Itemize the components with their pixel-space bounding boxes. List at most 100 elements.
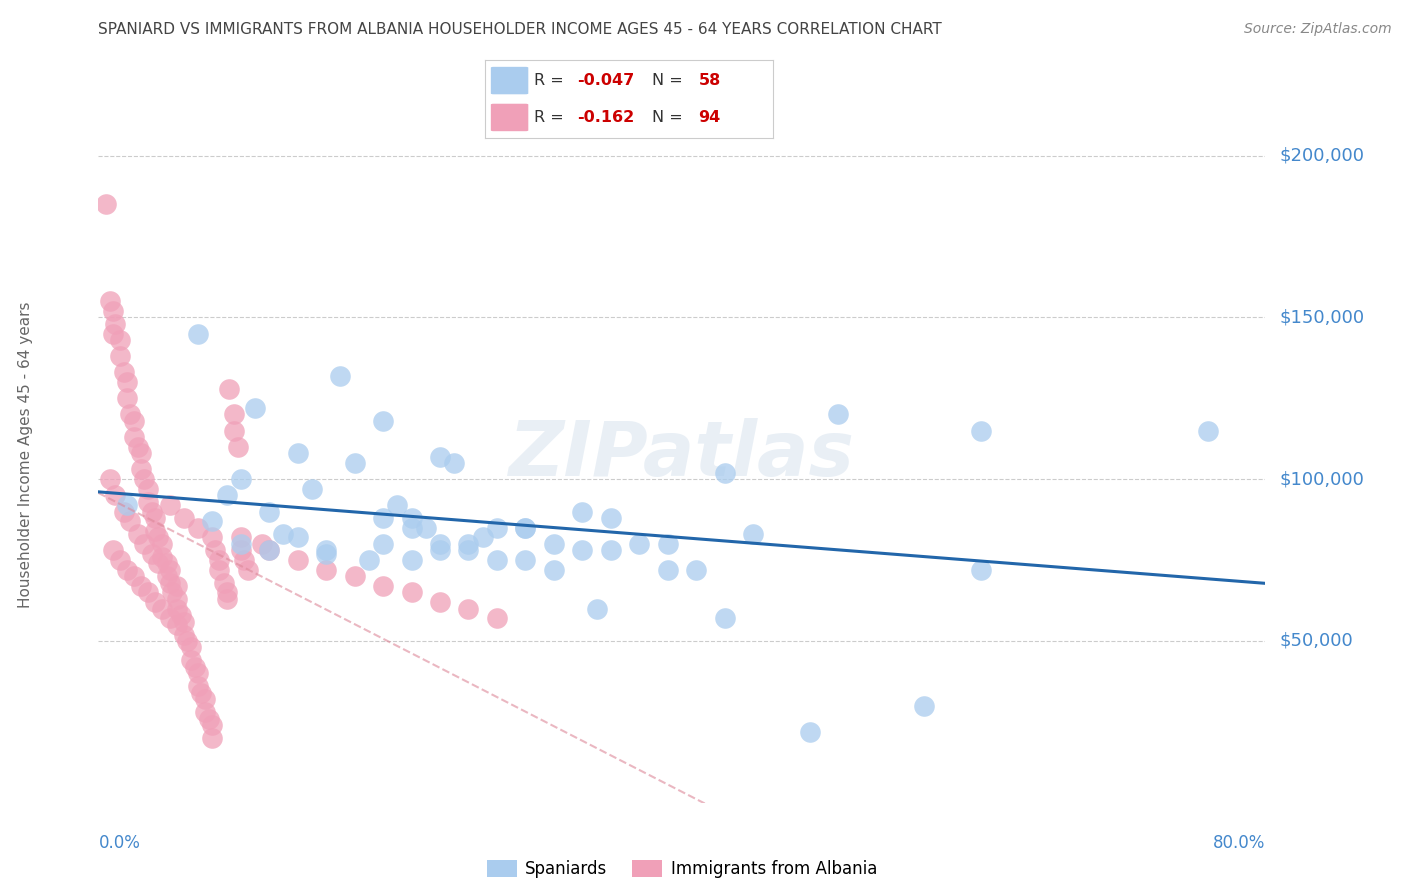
Point: [127, 440, 149, 454]
Point: [515, 521, 537, 535]
Text: N =: N =: [652, 73, 688, 88]
Point: [115, 498, 138, 512]
Point: [429, 543, 451, 558]
Point: [543, 537, 565, 551]
Point: [215, 585, 238, 599]
Point: [429, 595, 451, 609]
Point: [215, 591, 238, 606]
Point: [250, 537, 273, 551]
Text: $100,000: $100,000: [1279, 470, 1364, 488]
Point: [187, 679, 209, 693]
Point: [166, 591, 188, 606]
Point: [371, 537, 394, 551]
FancyBboxPatch shape: [491, 67, 529, 95]
Text: R =: R =: [534, 110, 569, 125]
Text: SPANIARD VS IMMIGRANTS FROM ALBANIA HOUSEHOLDER INCOME AGES 45 - 64 YEARS CORREL: SPANIARD VS IMMIGRANTS FROM ALBANIA HOUS…: [98, 22, 942, 37]
Point: [112, 504, 135, 518]
Point: [429, 537, 451, 551]
Point: [98, 294, 121, 309]
Point: [159, 563, 181, 577]
Point: [101, 326, 124, 341]
Text: 80.0%: 80.0%: [1213, 834, 1265, 852]
Point: [273, 527, 295, 541]
Point: [218, 382, 240, 396]
Point: [685, 563, 707, 577]
Point: [129, 462, 152, 476]
Point: [429, 450, 451, 464]
Point: [343, 456, 366, 470]
FancyBboxPatch shape: [491, 103, 529, 131]
Point: [315, 543, 337, 558]
Point: [515, 553, 537, 567]
Point: [1198, 424, 1220, 438]
Point: [226, 440, 249, 454]
Point: [201, 731, 224, 745]
Point: [287, 553, 309, 567]
Point: [101, 304, 124, 318]
Text: $50,000: $50,000: [1279, 632, 1353, 650]
Point: [152, 549, 174, 564]
Point: [180, 653, 202, 667]
Point: [457, 537, 479, 551]
Point: [141, 504, 163, 518]
Point: [229, 543, 252, 558]
Point: [104, 317, 127, 331]
Point: [104, 488, 127, 502]
Point: [143, 595, 166, 609]
Point: [443, 456, 465, 470]
Point: [122, 430, 145, 444]
Text: $150,000: $150,000: [1279, 309, 1365, 326]
Point: [159, 611, 181, 625]
Point: [180, 640, 202, 655]
Point: [156, 569, 179, 583]
Point: [485, 553, 508, 567]
Point: [148, 531, 170, 545]
Point: [315, 547, 337, 561]
Point: [799, 724, 821, 739]
Point: [329, 368, 352, 383]
Point: [415, 521, 437, 535]
Point: [173, 627, 195, 641]
Point: [166, 617, 188, 632]
Point: [115, 392, 138, 406]
Point: [257, 543, 280, 558]
Point: [571, 543, 593, 558]
Text: 0.0%: 0.0%: [98, 834, 141, 852]
Point: [159, 575, 181, 590]
Point: [485, 611, 508, 625]
Point: [457, 543, 479, 558]
Point: [357, 553, 380, 567]
Point: [387, 498, 409, 512]
Point: [222, 424, 245, 438]
Point: [129, 446, 152, 460]
Point: [657, 563, 679, 577]
Point: [184, 660, 207, 674]
Point: [143, 511, 166, 525]
Point: [827, 408, 849, 422]
Point: [243, 401, 266, 415]
Point: [201, 718, 224, 732]
Point: [222, 408, 245, 422]
Point: [204, 543, 226, 558]
Point: [132, 537, 155, 551]
Point: [187, 666, 209, 681]
Point: [401, 511, 423, 525]
Point: [287, 531, 309, 545]
Point: [162, 585, 184, 599]
Point: [229, 531, 252, 545]
Point: [401, 553, 423, 567]
Point: [713, 611, 735, 625]
Point: [713, 466, 735, 480]
Text: R =: R =: [534, 73, 569, 88]
Point: [173, 615, 195, 629]
Point: [141, 547, 163, 561]
Point: [628, 537, 651, 551]
Point: [152, 537, 174, 551]
Point: [371, 579, 394, 593]
Point: [152, 601, 174, 615]
Point: [194, 705, 217, 719]
Point: [208, 553, 231, 567]
Point: [485, 521, 508, 535]
Point: [571, 504, 593, 518]
Point: [315, 563, 337, 577]
